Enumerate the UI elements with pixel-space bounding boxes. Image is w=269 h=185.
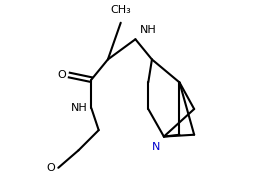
Text: NH: NH — [71, 103, 88, 113]
Text: O: O — [57, 70, 66, 80]
Text: N: N — [152, 142, 160, 152]
Text: NH: NH — [140, 25, 157, 35]
Text: O: O — [46, 163, 55, 173]
Text: CH₃: CH₃ — [110, 5, 131, 15]
